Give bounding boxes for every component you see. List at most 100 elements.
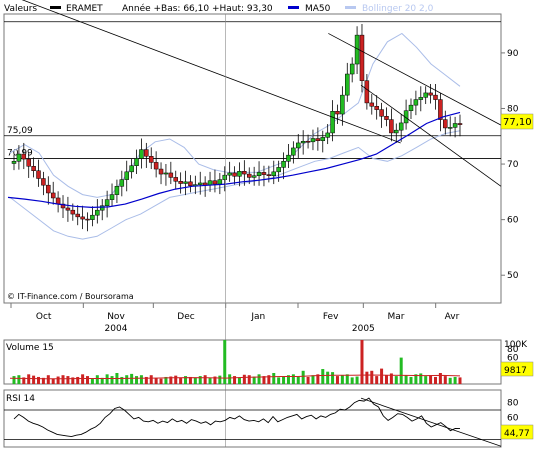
price-y-tick-label: 60 [507, 216, 519, 226]
candle-body [433, 94, 438, 100]
candle [11, 154, 17, 171]
candle-body [31, 166, 36, 171]
volume-bar [22, 377, 26, 384]
volume-bar [306, 376, 310, 384]
rsi-y-axis: 406080 [4, 399, 519, 440]
candle-body [256, 172, 262, 176]
candle-body [345, 73, 350, 96]
legend-range: Année +Bas: 66,10 +Haut: 93,30 [122, 3, 273, 14]
candle-body [95, 209, 100, 216]
candle [227, 161, 232, 182]
price-y-tick-label: 90 [507, 49, 519, 59]
bollinger-upper-line [9, 32, 461, 198]
volume-bar [453, 376, 457, 384]
candle [65, 196, 71, 222]
candle [320, 130, 326, 153]
candle-body [46, 184, 51, 194]
volume-bar [174, 375, 178, 384]
rsi-current-label: 44,77 [504, 429, 530, 439]
candle [134, 149, 139, 175]
candle [433, 84, 438, 110]
candle [80, 205, 85, 230]
candle [345, 62, 350, 102]
candle [153, 151, 159, 178]
volume-ma-line [9, 374, 461, 380]
volume-bar [120, 376, 124, 384]
volume-bar [223, 340, 227, 384]
volume-bar [262, 376, 266, 384]
candle [300, 130, 306, 155]
volume-bar [86, 376, 90, 384]
volume-bar [296, 376, 300, 384]
candle [50, 181, 56, 205]
volume-bar [233, 376, 237, 384]
volume-bar [326, 371, 330, 384]
volume-bar [331, 372, 335, 384]
candle [222, 166, 227, 192]
candle-body [129, 165, 134, 173]
volume-bar [125, 375, 129, 384]
volume-bar [316, 374, 320, 384]
candle [325, 124, 330, 145]
candle-body [212, 180, 218, 185]
candle-body [178, 181, 183, 184]
volume-bar [389, 373, 393, 384]
volume-bar [213, 376, 217, 384]
rsi-series [13, 397, 461, 438]
candle-body [384, 116, 389, 120]
candle [413, 90, 419, 116]
candle-body [413, 99, 419, 106]
candle [305, 134, 311, 149]
volume-bar [414, 374, 418, 384]
rsi-line [13, 397, 461, 438]
volume-bar [179, 377, 183, 384]
volume-bar [247, 375, 251, 384]
candle-body [335, 111, 340, 115]
volume-bar [105, 374, 109, 384]
candle [389, 108, 394, 142]
candle-body [124, 171, 129, 180]
volume-bar [433, 376, 437, 384]
volume-bar [272, 373, 276, 384]
candle [403, 99, 409, 130]
candle [251, 166, 257, 186]
price-trend-lines [21, 0, 502, 187]
candle-body [173, 177, 178, 182]
candle-body [305, 141, 311, 143]
volume-y-tick-label: 60 [507, 354, 519, 364]
rsi-y-tick-label: 60 [507, 413, 519, 423]
volume-bar [438, 373, 442, 384]
x-axis-month-label: Mar [388, 312, 405, 322]
trend-line [360, 84, 502, 187]
candle-body [65, 207, 71, 211]
rsi-panel-label: RSI 14 [6, 394, 35, 404]
volume-bar [345, 374, 349, 384]
candle-body [26, 158, 31, 167]
candle-body [168, 172, 174, 178]
rsi-panel: RSI 14 406080 44,77 [3, 389, 534, 448]
candle [428, 84, 433, 104]
candle [369, 94, 375, 115]
volume-bar [340, 375, 344, 384]
volume-bar [409, 376, 413, 384]
candle-body [403, 110, 409, 124]
volume-y-tick-label: 80 [507, 345, 519, 355]
candle [36, 159, 41, 187]
volume-bar [144, 376, 148, 384]
candle [26, 152, 31, 178]
candle-body [237, 171, 242, 177]
candle [55, 191, 61, 213]
volume-bar [365, 371, 369, 384]
x-axis-month-label: Dec [177, 312, 194, 322]
candle-body [374, 106, 379, 110]
candle [188, 175, 193, 193]
candle-body [364, 80, 370, 104]
volume-bar [71, 377, 75, 384]
candle-body [296, 142, 301, 149]
x-axis-month-label: Jan [250, 312, 265, 322]
volume-bar [17, 375, 21, 384]
candle-body [330, 111, 335, 134]
rsi-trend-line [360, 397, 502, 447]
candle [129, 159, 134, 179]
